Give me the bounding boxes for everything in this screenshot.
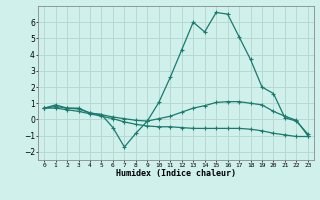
X-axis label: Humidex (Indice chaleur): Humidex (Indice chaleur): [116, 169, 236, 178]
